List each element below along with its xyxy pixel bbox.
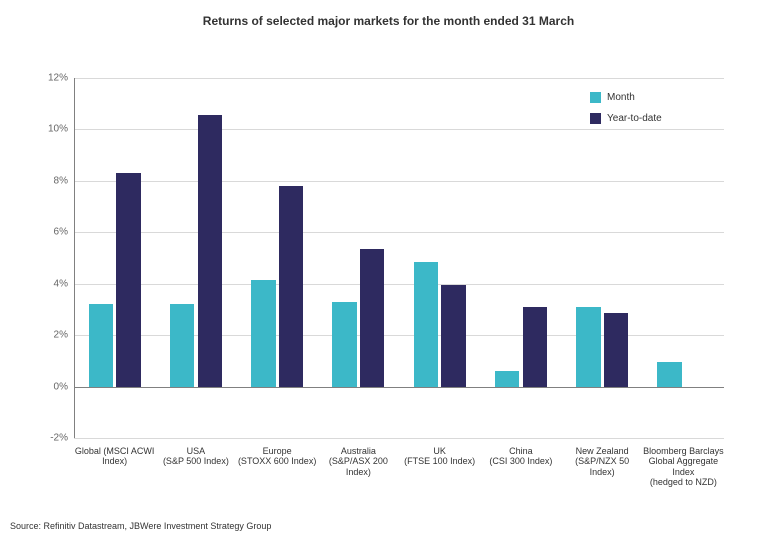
legend-label: Month [607,92,635,103]
bar-year-to-date [279,186,303,387]
bar-month [170,304,194,386]
bar-year-to-date [441,285,465,387]
bar-month [657,362,681,386]
bar-month [414,262,438,387]
legend-item: Month [590,92,662,103]
legend-swatch [590,113,601,124]
xtick-label: Europe (STOXX 600 Index) [237,446,318,467]
y-axis [74,78,75,438]
grid-line [74,181,724,182]
ytick-label: 8% [54,175,74,186]
bar-year-to-date [523,307,547,387]
bar-month [251,280,275,387]
xtick-label: Global (MSCI ACWI Index) [74,446,155,467]
ytick-label: 0% [54,381,74,392]
ytick-label: 2% [54,330,74,341]
xtick-label: Bloomberg Barclays Global Aggregate Inde… [643,446,724,487]
xtick-label: USA (S&P 500 Index) [155,446,236,467]
zero-line [74,387,724,388]
ytick-label: 12% [48,73,74,84]
ytick-label: 10% [48,124,74,135]
bar-month [89,304,113,386]
grid-line [74,284,724,285]
grid-line [74,232,724,233]
bar-month [576,307,600,387]
ytick-label: 4% [54,278,74,289]
legend: Month Year-to-date [590,92,662,134]
bar-year-to-date [116,173,140,386]
bar-year-to-date [604,313,628,386]
source-text: Source: Refinitiv Datastream, JBWere Inv… [10,521,271,531]
xtick-label: Australia (S&P/ASX 200 Index) [318,446,399,477]
bar-month [495,371,519,386]
bar-month [332,302,356,387]
legend-swatch [590,92,601,103]
bar-year-to-date [198,115,222,386]
grid-line [74,438,724,439]
ytick-label: 6% [54,227,74,238]
grid-line [74,78,724,79]
bar-year-to-date [360,249,384,387]
ytick-label: -2% [50,433,74,444]
xtick-label: UK (FTSE 100 Index) [399,446,480,467]
legend-item: Year-to-date [590,113,662,124]
legend-label: Year-to-date [607,113,662,124]
chart-title: Returns of selected major markets for th… [0,14,777,28]
xtick-label: China (CSI 300 Index) [480,446,561,467]
xtick-label: New Zealand (S&P/NZX 50 Index) [562,446,643,477]
